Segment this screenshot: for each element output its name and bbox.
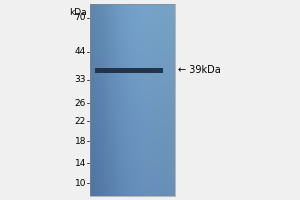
Bar — [95, 68, 163, 72]
Bar — [95, 68, 163, 72]
Text: 26: 26 — [75, 98, 86, 108]
Text: 70: 70 — [74, 14, 86, 22]
Text: 44: 44 — [75, 47, 86, 56]
Text: 14: 14 — [75, 158, 86, 168]
Text: 33: 33 — [74, 75, 86, 84]
Text: 18: 18 — [74, 136, 86, 146]
Text: 22: 22 — [75, 116, 86, 126]
Bar — [95, 68, 163, 72]
Text: ← 39kDa: ← 39kDa — [178, 65, 221, 75]
Bar — [95, 69, 163, 71]
Text: 10: 10 — [74, 178, 86, 188]
Bar — [90, 4, 175, 196]
Text: kDa: kDa — [69, 8, 87, 17]
